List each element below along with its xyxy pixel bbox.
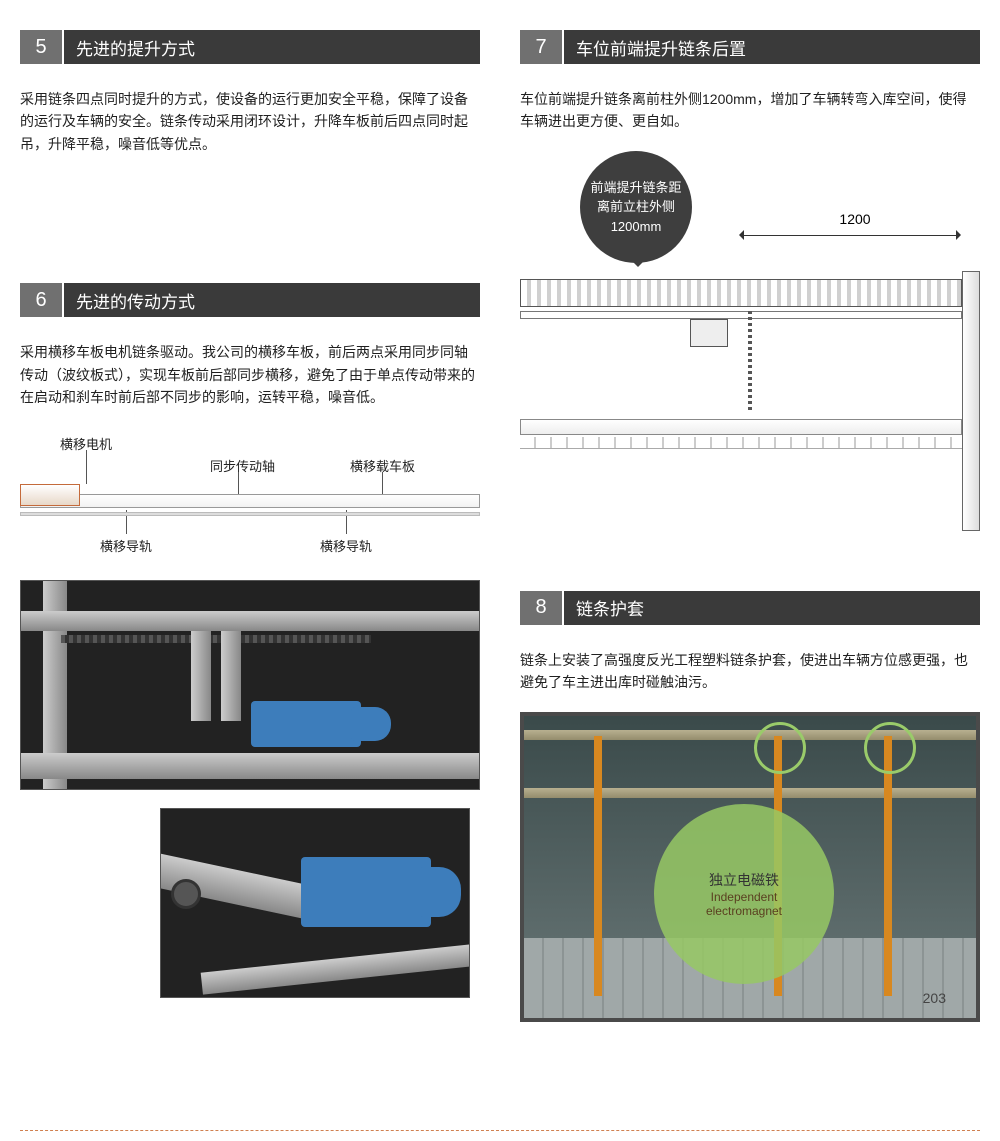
leader-line [238,472,239,494]
d6-label-rail1: 横移导轨 [100,536,152,555]
highlight-circle-icon [754,722,806,774]
section-5-body: 采用链条四点同时提升的方式，使设备的运行更加安全平稳，保障了设备的运行及车辆的安… [20,88,480,155]
spacer [520,531,980,591]
motor-box [690,319,728,347]
callout-cn: 独立电磁铁 [709,870,779,890]
d6-label-rail2: 横移导轨 [320,536,372,555]
section-7-header: 7 车位前端提升链条后置 [520,30,980,64]
section-6-photo-1 [20,580,480,790]
motor-icon [251,701,361,747]
plank [520,311,962,319]
beam-icon [191,631,211,721]
orange-post-icon [594,736,602,996]
structure-bar [524,788,976,798]
beam-icon [201,942,470,995]
callout-bubble: 前端提升链条距离前立柱外侧1200mm [580,151,692,263]
section-7-number: 7 [520,30,562,64]
section-8-body: 链条上安装了高强度反光工程塑料链条护套，使进出车辆方位感更强，也避免了车主进出库… [520,649,980,694]
beam-icon [221,631,241,721]
callout-circle: 独立电磁铁 Independent electromagnet [654,804,834,984]
motor-head-icon [419,867,461,917]
callout-en2: electromagnet [706,904,782,918]
post-column [962,271,980,531]
dimension-label: 1200 [750,211,960,227]
gear-icon [171,879,201,909]
section-7-title: 车位前端提升链条后置 [564,30,980,64]
section-8-title: 链条护套 [564,591,980,625]
section-6-number: 6 [20,283,62,317]
highlight-circle-icon [864,722,916,774]
orange-post-icon [884,736,892,996]
motor-icon [301,857,431,927]
section-6-title: 先进的传动方式 [64,283,480,317]
callout-en1: Independent [711,890,778,904]
section-6-diagram: 横移电机 同步传动轴 横移载车板 横移导轨 横移导轨 [20,428,480,558]
d6-motor-box [20,484,80,506]
beam-icon [21,753,479,779]
footer-divider [20,1130,980,1131]
top-rail [520,279,962,307]
left-column: 5 先进的提升方式 采用链条四点同时提升的方式，使设备的运行更加安全平稳，保障了… [20,30,480,1022]
floor-number: 203 [923,990,946,1006]
bottom-rail [520,419,962,435]
section-6-body: 采用横移车板电机链条驱动。我公司的横移车板，前后两点采用同步同轴传动（波纹板式）… [20,341,480,408]
leader-line [382,472,383,494]
section-5-number: 5 [20,30,62,64]
d6-rail-bar [20,494,480,508]
bottom-pattern [520,437,962,449]
section-8-photo: 独立电磁铁 Independent electromagnet 203 [520,712,980,1022]
beam-icon [21,611,479,631]
section-7-body: 车位前端提升链条离前柱外侧1200mm，增加了车辆转弯入库空间，使得车辆进出更方… [520,88,980,133]
section-5-title: 先进的提升方式 [64,30,480,64]
dimension-line [740,235,960,236]
arrow-right-icon [956,230,966,240]
section-8-header: 8 链条护套 [520,591,980,625]
d6-label-shaft: 同步传动轴 [210,456,275,475]
section-5-header: 5 先进的提升方式 [20,30,480,64]
section-8-number: 8 [520,591,562,625]
d6-bottom-bar [20,512,480,516]
section-6-header: 6 先进的传动方式 [20,283,480,317]
chain-icon [61,635,371,643]
arrow-left-icon [734,230,744,240]
spacer [20,173,480,283]
motor-head-icon [351,707,391,741]
leader-line [86,450,87,484]
chain-vertical-icon [748,311,752,411]
page: 5 先进的提升方式 采用链条四点同时提升的方式，使设备的运行更加安全平稳，保障了… [0,0,1000,1042]
section-7-diagram: 前端提升链条距离前立柱外侧1200mm 1200 [520,151,980,531]
right-column: 7 车位前端提升链条后置 车位前端提升链条离前柱外侧1200mm，增加了车辆转弯… [520,30,980,1022]
section-6-photo-2 [160,808,470,998]
